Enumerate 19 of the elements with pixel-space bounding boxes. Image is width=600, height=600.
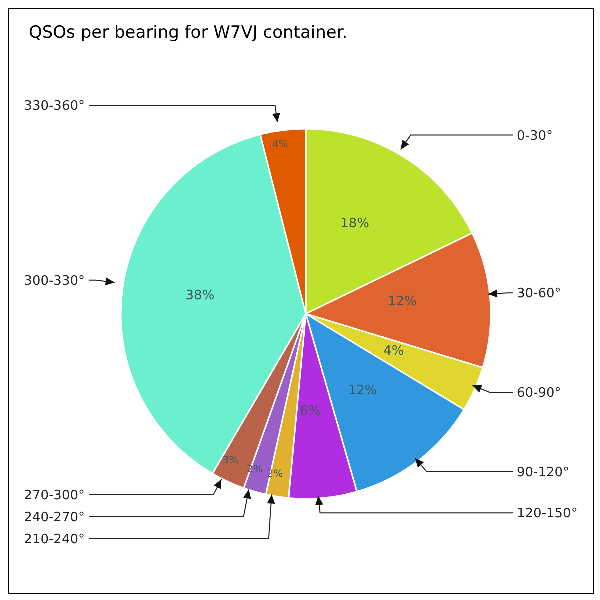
slice-label: 0-30°: [517, 128, 554, 144]
data-label: 12%: [388, 294, 417, 310]
chart-title: QSOs per bearing for W7VJ container.: [29, 23, 348, 43]
slice-label: 270-300°: [24, 488, 85, 504]
slice-label: 210-240°: [24, 532, 85, 548]
data-label: 38%: [186, 288, 215, 304]
data-label: 18%: [340, 216, 370, 232]
slice-label: 240-270°: [24, 510, 85, 526]
data-label: 6%: [300, 404, 321, 419]
data-label: 3%: [222, 455, 239, 466]
data-label: 12%: [348, 383, 378, 398]
slice-label: 300-330°: [24, 274, 85, 289]
data-label: 4%: [384, 344, 404, 360]
slice-label: 30-60°: [517, 286, 562, 302]
slice-label: 90-120°: [517, 465, 570, 480]
slice-label: 60-90°: [517, 386, 562, 402]
slice-label: 120-150°: [517, 506, 578, 522]
slice-label: 330-360°: [24, 99, 85, 114]
data-label: 4%: [272, 139, 288, 150]
